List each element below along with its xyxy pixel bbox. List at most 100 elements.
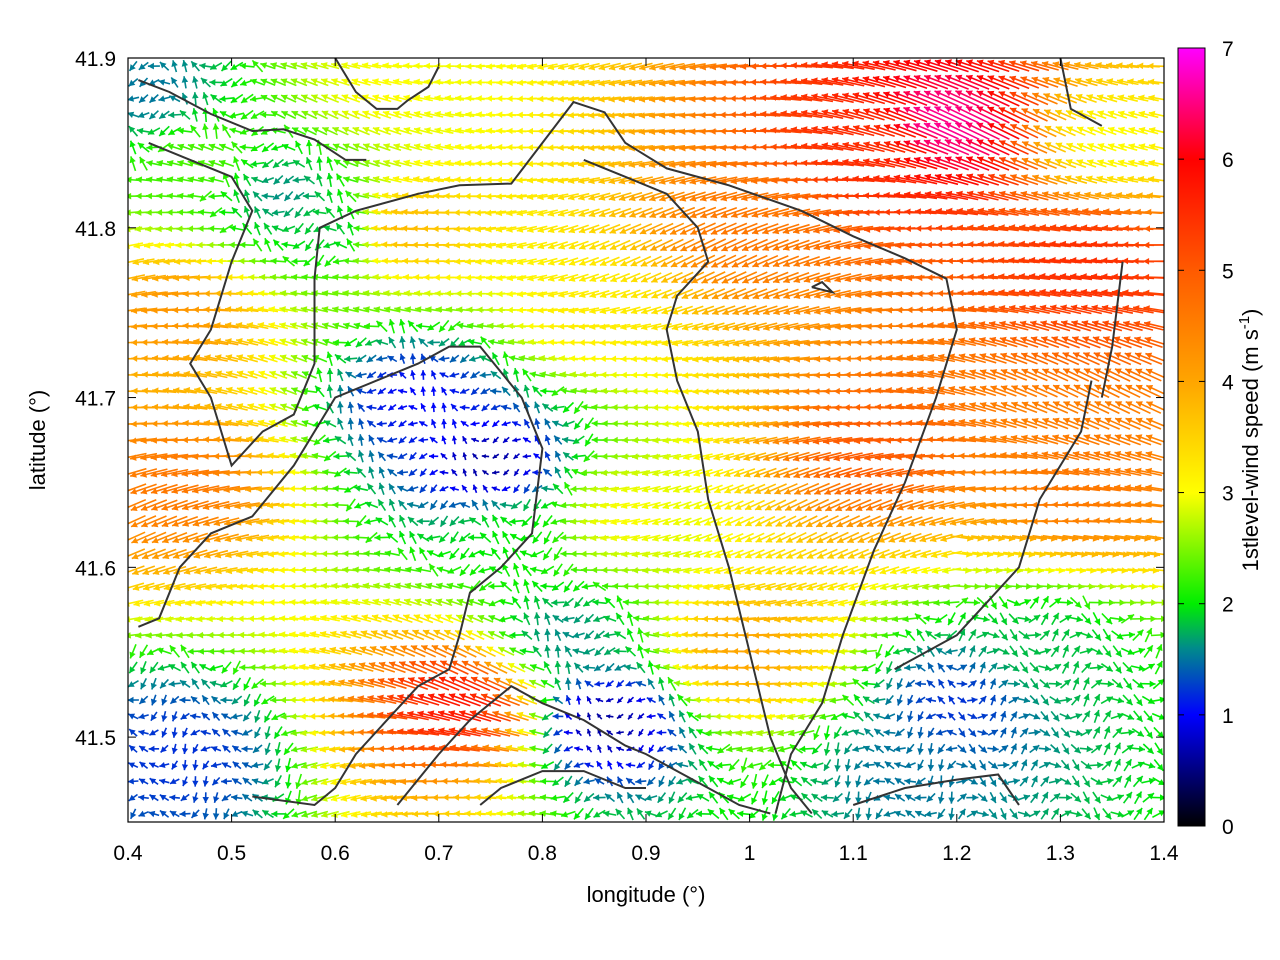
wind-vector (775, 548, 797, 559)
wind-vector (615, 808, 626, 820)
wind-vector (938, 759, 945, 772)
wind-vector (795, 681, 818, 688)
wind-vector (533, 595, 541, 610)
wind-vector (1029, 662, 1040, 674)
wind-vector (282, 808, 295, 820)
wind-vector (1008, 613, 1020, 625)
wind-vector (636, 661, 646, 674)
wind-vector (594, 646, 605, 657)
wind-vector (1091, 629, 1102, 641)
wind-vector (658, 760, 666, 771)
wind-vector (202, 792, 209, 804)
wind-vector (513, 562, 520, 578)
wind-vector (968, 743, 977, 755)
wind-vector (606, 744, 613, 753)
wind-vector (529, 728, 546, 736)
wind-vector (436, 550, 452, 558)
wind-vector (326, 368, 334, 382)
colorbar-title-main: 1stlevel-wind speed (m s (1238, 329, 1263, 571)
wind-vector (758, 759, 772, 771)
wind-vector (775, 515, 797, 528)
x-tick-label: 0.6 (321, 842, 350, 865)
wind-vector (754, 697, 777, 704)
wind-vector (1038, 648, 1052, 655)
wind-vector (656, 712, 667, 720)
wind-vector (606, 714, 614, 719)
wind-vector (337, 417, 344, 430)
wind-vector (161, 694, 168, 706)
wind-vector (593, 630, 605, 640)
y-tick-label: 41.7 (75, 388, 116, 411)
wind-vector (1029, 596, 1040, 609)
wind-vector (355, 371, 367, 379)
wind-vector (1072, 677, 1080, 691)
wind-vector (439, 515, 449, 528)
wind-vector (377, 498, 387, 512)
wind-vector (202, 776, 209, 787)
wind-vector (915, 663, 926, 672)
wind-vector (875, 808, 883, 820)
wind-vector (417, 693, 450, 707)
wind-vector (1092, 693, 1101, 707)
wind-vector (593, 663, 605, 672)
wind-vector (986, 632, 1000, 639)
wind-vector (593, 809, 606, 818)
wind-vector (999, 792, 1008, 804)
wind-vector (948, 807, 955, 821)
wind-vector (409, 546, 417, 562)
colorbar-tick-label: 1 (1222, 705, 1234, 728)
wind-vector (292, 240, 306, 250)
wind-vector (1109, 615, 1125, 623)
wind-vector (873, 778, 886, 785)
wind-vector (343, 469, 358, 476)
wind-vector (314, 190, 326, 202)
wind-vector (462, 468, 468, 477)
wind-vector (387, 388, 397, 394)
wind-vector (440, 452, 448, 460)
wind-vector (364, 501, 379, 509)
wind-vector (358, 418, 365, 430)
wind-vector (384, 550, 400, 557)
wind-vector (978, 744, 988, 754)
wind-vector (516, 695, 538, 705)
wind-vector (529, 664, 545, 671)
wind-vector (138, 729, 149, 736)
wind-vector (332, 501, 349, 509)
wind-vector (181, 759, 189, 771)
wind-vector (1040, 775, 1050, 787)
wind-vector (1090, 744, 1103, 754)
wind-vector (562, 792, 574, 804)
wind-vector (1049, 663, 1062, 672)
wind-vector (800, 776, 813, 787)
wind-vector (353, 534, 370, 541)
wind-vector (460, 420, 469, 428)
x-axis-title: longitude (°) (587, 882, 706, 907)
wind-vector (977, 713, 988, 720)
wind-vector (220, 696, 233, 704)
wind-vector (461, 435, 468, 445)
wind-vector (213, 792, 220, 804)
wind-vector (1007, 778, 1020, 785)
wind-vector (370, 811, 393, 818)
wind-vector (937, 743, 946, 754)
wind-vector (597, 744, 602, 753)
wind-vector (210, 746, 222, 752)
wind-vector (521, 563, 532, 577)
wind-vector (668, 693, 675, 707)
wind-vector (528, 679, 546, 689)
wind-vector (1141, 680, 1156, 688)
wind-vector (264, 237, 272, 253)
wind-vector (419, 468, 428, 477)
wind-vector (241, 729, 253, 736)
wind-vector (481, 403, 490, 412)
wind-vector (1102, 808, 1112, 820)
wind-vector (790, 759, 802, 771)
wind-vector (283, 175, 295, 185)
wind-vector (553, 435, 563, 445)
wind-vector (128, 77, 139, 87)
wind-vector (139, 156, 148, 171)
wind-vector (374, 534, 390, 541)
wind-vector (917, 726, 924, 739)
wind-vector (543, 661, 552, 675)
wind-vector (190, 695, 201, 705)
